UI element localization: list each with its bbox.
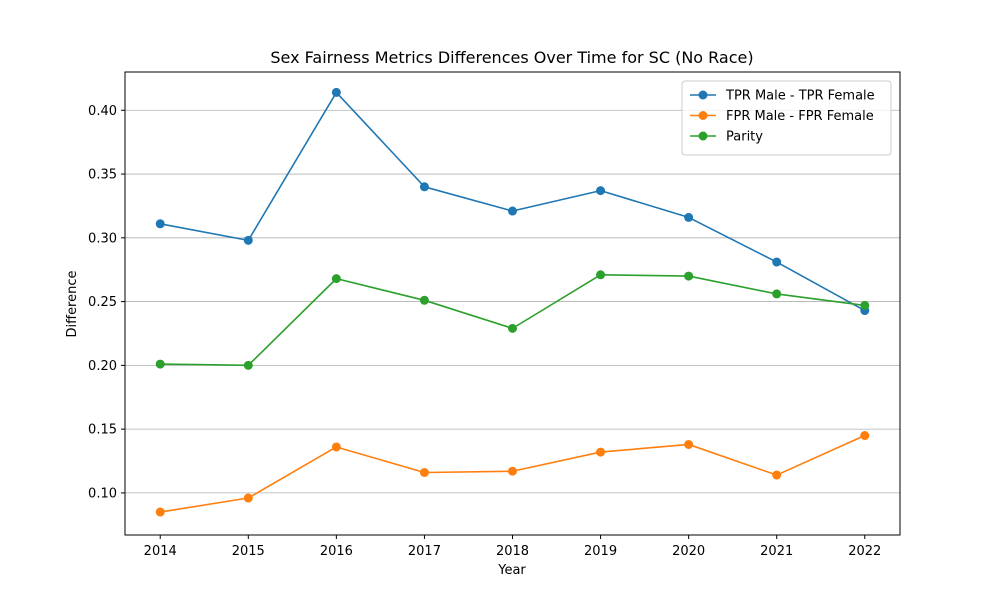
data-point: [243, 360, 253, 370]
x-axis: 2014 2015 2016 2017 2018 2019 2020 2021 2022: [144, 535, 881, 559]
data-point: [772, 257, 782, 267]
data-point: [331, 442, 341, 452]
data-point: [155, 507, 165, 517]
data-point: [508, 206, 517, 216]
x-axis-label: Year: [497, 563, 526, 578]
x-tick-label: 2021: [760, 544, 793, 559]
y-tick-label: 0.30: [88, 231, 117, 246]
data-point: [684, 271, 694, 281]
legend-marker: [698, 131, 708, 141]
y-tick-label: 0.25: [88, 295, 117, 310]
data-point: [331, 87, 341, 97]
legend-item: FPR Male - FPR Female: [690, 109, 874, 124]
legend-label: Parity: [726, 130, 763, 145]
data-point: [508, 466, 517, 476]
data-point: [596, 186, 606, 196]
series-group: [155, 270, 870, 370]
x-tick-label: 2016: [320, 544, 353, 559]
x-tick-label: 2020: [672, 544, 705, 559]
legend-label: FPR Male - FPR Female: [726, 109, 874, 124]
data-point: [243, 235, 253, 245]
data-point: [684, 212, 694, 222]
legend-box: [681, 80, 892, 156]
data-point: [684, 439, 694, 449]
data-point: [419, 182, 429, 192]
x-tick-label: 2015: [232, 544, 265, 559]
series-group: [155, 87, 870, 316]
y-tick-label: 0.10: [88, 486, 117, 501]
data-point: [596, 447, 606, 457]
data-point: [860, 431, 870, 441]
x-tick-label: 2022: [848, 544, 881, 559]
legend-item: TPR Male - TPR Female: [690, 89, 875, 104]
x-tick-label: 2014: [144, 544, 177, 559]
series-group: [155, 431, 870, 517]
data-point: [508, 323, 517, 333]
legend-marker: [698, 90, 708, 100]
y-tick-label: 0.15: [88, 423, 117, 438]
legend-item: Parity: [690, 130, 763, 145]
y-tick-label: 0.20: [88, 359, 117, 374]
data-point: [155, 359, 165, 369]
data-point: [772, 289, 782, 299]
y-tick-label: 0.35: [88, 168, 117, 183]
data-point: [155, 219, 165, 229]
y-tick-label: 0.40: [88, 104, 117, 119]
x-tick-label: 2017: [408, 544, 441, 559]
legend-marker: [698, 111, 708, 120]
data-point: [772, 470, 782, 480]
x-tick-label: 2019: [584, 544, 617, 559]
data-point: [596, 270, 606, 280]
legend: TPR Male - TPR Female FPR Male - FPR Fema…: [681, 80, 892, 156]
series-layer: [155, 87, 870, 517]
data-point: [419, 468, 429, 478]
chart-title: Sex Fairness Metrics Differences Over Ti…: [270, 48, 753, 67]
data-point: [243, 493, 253, 503]
data-point: [860, 300, 870, 310]
x-tick-label: 2018: [496, 544, 529, 559]
legend-label: TPR Male - TPR Female: [725, 89, 875, 104]
data-point: [419, 295, 429, 305]
y-axis-label: Difference: [65, 270, 80, 337]
data-point: [331, 274, 341, 284]
y-axis: 0.10 0.15 0.20 0.25 0.30 0.35 0.40: [88, 104, 125, 501]
